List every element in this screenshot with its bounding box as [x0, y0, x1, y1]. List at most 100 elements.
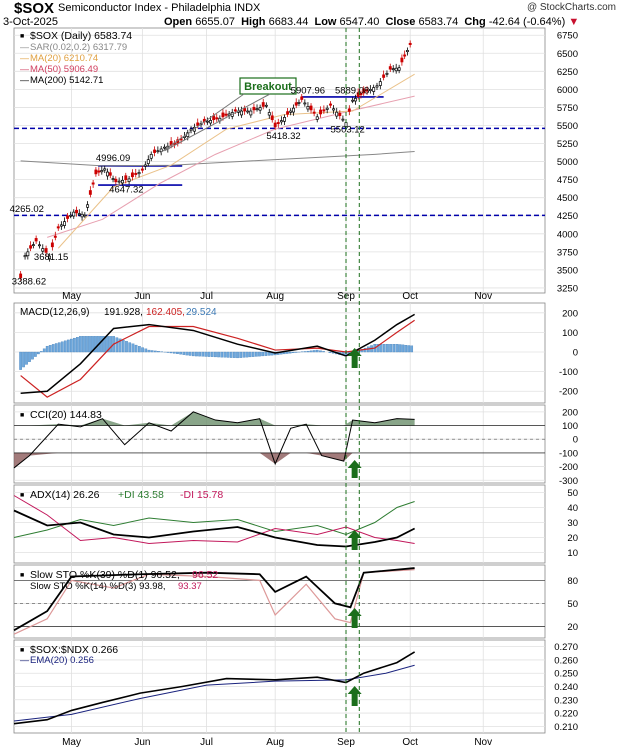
candle-body [143, 164, 147, 167]
candle-body [294, 102, 298, 106]
y-tick-label: 5750 [557, 103, 578, 114]
macd-histogram-bar [312, 350, 316, 353]
symbol-title: $SOX [14, 0, 55, 17]
y-tick-label: 0 [573, 435, 578, 446]
macd-histogram-bar [389, 344, 392, 353]
candle-body [303, 102, 307, 105]
candle-body [375, 85, 379, 88]
y-tick-label: 0.270 [554, 642, 578, 653]
candle-body [403, 54, 407, 57]
macd-histogram-bar [121, 339, 125, 353]
macd-histogram-bar [157, 351, 160, 353]
up-arrow-icon [347, 530, 362, 550]
macd-histogram-bar [79, 336, 82, 353]
macd-histogram-bar [236, 351, 239, 359]
legend-swatch: ■ [20, 33, 24, 40]
macd-histogram-bar [233, 351, 236, 358]
candle-body [408, 42, 412, 45]
candle-body [309, 105, 313, 111]
macd-histogram-bar [169, 351, 173, 354]
candle-body [322, 109, 326, 112]
macd-histogram-bar [28, 351, 31, 362]
y-tick-label: 80 [567, 576, 578, 587]
up-arrow-icon [347, 460, 362, 478]
macd-histogram-bar [153, 350, 157, 353]
y-tick-label: 6500 [557, 49, 578, 60]
x-tick-label: Oct [402, 291, 418, 302]
candle-body [108, 172, 112, 176]
ratio-ema-line [13, 664, 415, 722]
macd-histogram-bar [66, 339, 70, 353]
y-tick-label: 0 [573, 348, 578, 359]
candle-body [69, 214, 73, 217]
low-value: 6547.40 [339, 16, 380, 28]
price-label: 5503.12 [331, 125, 365, 136]
candle-body [388, 66, 392, 70]
candle-body [83, 214, 87, 217]
macd-histogram-bar [376, 344, 380, 353]
candle-body [91, 182, 95, 185]
candle-body [94, 169, 98, 175]
candle-body [341, 118, 345, 121]
y-tick-label: 5250 [557, 139, 578, 150]
x-tick-label: Jun [134, 291, 150, 302]
y-tick-label: 4500 [557, 193, 578, 204]
macd-histogram-bar [176, 351, 179, 354]
macd-histogram-bar [172, 351, 176, 354]
ratio-title: $SOX:$NDX 0.266 [30, 644, 118, 656]
price-label: 5907.96 [291, 86, 325, 97]
legend-swatch: — [20, 75, 29, 85]
macd-histogram-bar [63, 340, 67, 353]
macd-histogram-bar [51, 344, 55, 353]
macd-histogram-bar [144, 348, 148, 353]
y-tick-label: 6000 [557, 85, 578, 96]
legend-swatch: — [20, 42, 29, 52]
candle-body [100, 170, 104, 173]
candle-body [153, 149, 157, 153]
macd-histogram-bar [191, 351, 195, 357]
panel-frame [13, 484, 546, 564]
sto14-line [13, 569, 415, 635]
macd-histogram-bar [106, 336, 109, 353]
macd-histogram-bar [125, 341, 128, 353]
ratio-swatch: ■ [20, 647, 24, 654]
y-tick-label: 3500 [557, 265, 578, 276]
y-tick-label: 3750 [557, 247, 578, 258]
y-tick-label: 5500 [557, 121, 578, 132]
macd-histogram-bar [207, 351, 211, 357]
x-tick-label: Aug [266, 291, 284, 302]
x-tick-label: Nov [474, 737, 492, 748]
candle-body [121, 180, 124, 184]
macd-histogram-bar [42, 348, 46, 353]
candle-body [224, 113, 228, 116]
macd-histogram-bar [54, 343, 58, 353]
macd-histogram-bar [48, 345, 52, 353]
sto-swatch: ■ [20, 572, 24, 579]
candle-body [63, 221, 66, 226]
sto39-value: 96.52 [192, 569, 218, 581]
price-label: 5418.32 [266, 131, 300, 142]
price-label: 5889.08 [335, 86, 369, 97]
macd-histogram-bar [141, 347, 144, 353]
candle-body [80, 213, 84, 218]
y-tick-label: 20 [567, 533, 578, 544]
macd-histogram-bar [220, 351, 224, 358]
ma50-line [47, 95, 415, 238]
macd-histogram-bar [22, 351, 25, 368]
candle-body [31, 244, 35, 246]
candle-body [246, 110, 250, 113]
candle-body [329, 103, 332, 106]
y-tick-label: 50 [567, 599, 578, 610]
candle-body [267, 112, 271, 116]
y-tick-label: -100 [559, 448, 578, 459]
down-triangle-icon: ▼ [568, 16, 580, 28]
cci-line [13, 411, 415, 469]
candle-body [273, 122, 277, 128]
low-label: Low [314, 16, 337, 28]
candle-body [124, 175, 128, 180]
adx-title: ADX(14) 26.26 [30, 489, 100, 501]
chg-label: Chg [464, 16, 486, 28]
candle-body [378, 81, 382, 86]
y-tick-label: 0.210 [554, 722, 578, 733]
macd-histogram-bar [392, 344, 396, 353]
